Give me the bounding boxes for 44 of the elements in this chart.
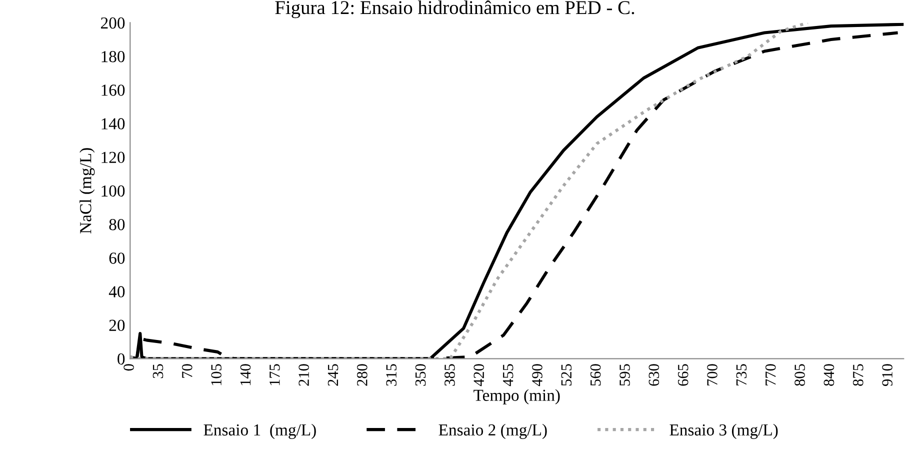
x-tick-label: 455 <box>502 364 514 386</box>
y-axis-title: NaCl (mg/L) <box>80 148 95 234</box>
legend-label: Ensaio 1 (mg/L) <box>204 424 316 439</box>
x-tick-label: 280 <box>357 364 368 386</box>
x-tick-label: 35 <box>152 364 164 378</box>
y-tick-label: 100 <box>102 185 125 197</box>
x-tick-label: 420 <box>474 364 484 386</box>
y-tick-label: 0 <box>118 353 125 365</box>
x-tick-label: 315 <box>386 364 397 386</box>
x-tick-label: 665 <box>678 364 688 386</box>
y-tick-label: 160 <box>102 84 125 96</box>
x-tick-label: 595 <box>620 364 630 386</box>
legend-label: Ensaio 2 (mg/L) <box>438 424 547 439</box>
x-tick-label: 770 <box>765 364 776 386</box>
x-tick-label: 525 <box>561 364 572 386</box>
x-tick-label: 910 <box>882 364 892 386</box>
x-tick-label: 0 <box>124 364 134 371</box>
y-tick-label: 140 <box>102 118 125 130</box>
legend-label: Ensaio 3 (mg/L) <box>670 424 778 439</box>
x-tick-label: 350 <box>415 364 426 386</box>
y-tick-label: 20 <box>109 320 125 332</box>
x-tick-label: 805 <box>794 364 805 386</box>
x-tick-label: 840 <box>824 364 834 386</box>
y-tick-label: 60 <box>109 252 125 264</box>
y-tick-label: 180 <box>102 50 125 62</box>
x-tick-label: 630 <box>648 364 660 386</box>
x-tick-label: 105 <box>211 364 222 386</box>
y-tick-label: 80 <box>109 218 125 230</box>
x-tick-label: 875 <box>852 364 864 386</box>
x-tick-label: 385 <box>444 364 455 386</box>
x-tick-label: 735 <box>736 364 747 386</box>
y-tick-label: 40 <box>108 286 125 298</box>
chart-title: Figura 12: Ensaio hidrodinâmico em PED - C. <box>275 0 634 18</box>
x-tick-label: 70 <box>182 364 192 378</box>
x-tick-label: 210 <box>298 364 309 386</box>
x-tick-label: 175 <box>270 364 280 386</box>
y-tick-label: 200 <box>101 17 125 29</box>
x-axis-title: Tempo (min) <box>474 389 560 404</box>
x-tick-label: 560 <box>590 364 601 386</box>
x-tick-label: 700 <box>707 364 718 386</box>
x-tick-label: 245 <box>328 364 338 386</box>
y-tick-label: 120 <box>102 152 125 164</box>
x-tick-label: 490 <box>532 364 542 386</box>
x-tick-label: 140 <box>240 364 251 386</box>
